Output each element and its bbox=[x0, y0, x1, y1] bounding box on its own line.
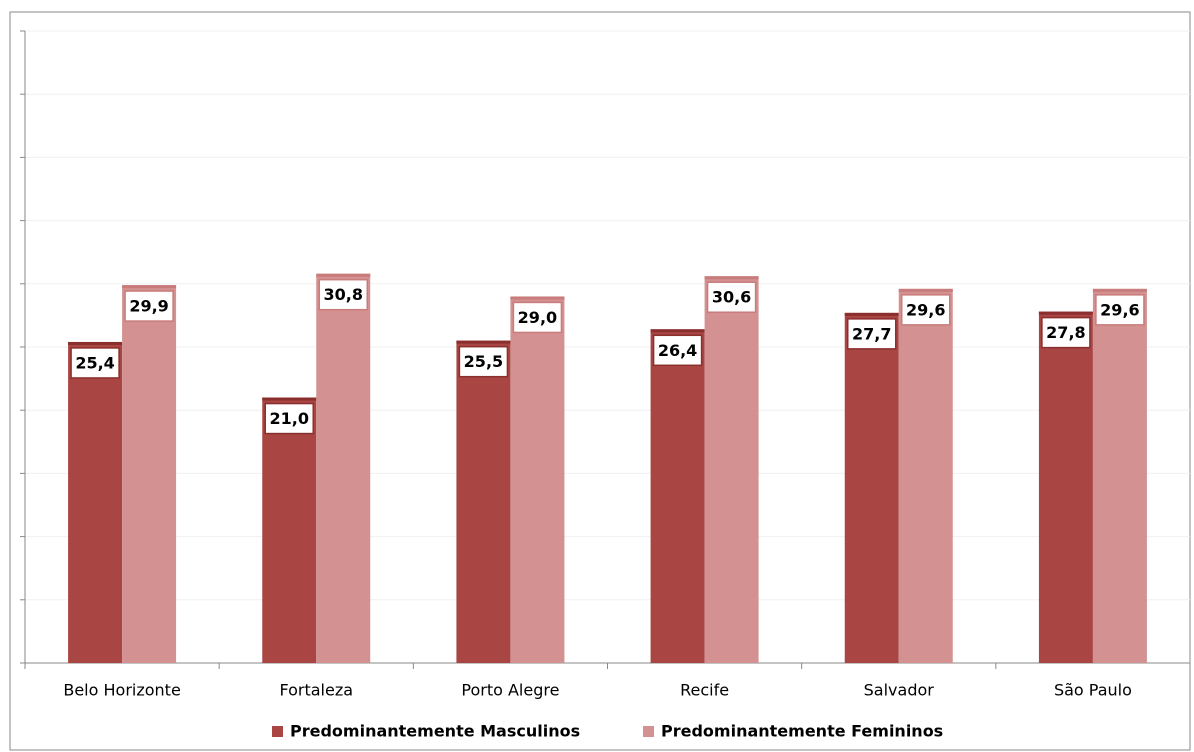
bar bbox=[898, 288, 953, 663]
value-label-box bbox=[1041, 316, 1091, 349]
value-label: 29,6 bbox=[1100, 300, 1139, 319]
value-label: 27,8 bbox=[1046, 323, 1085, 342]
value-label: 27,7 bbox=[852, 324, 891, 343]
value-label-box bbox=[1095, 294, 1145, 326]
bar bbox=[68, 341, 123, 663]
value-label-box bbox=[901, 294, 951, 326]
legend-swatch bbox=[643, 726, 654, 737]
value-label-box bbox=[318, 278, 368, 311]
value-label-box bbox=[847, 318, 897, 350]
x-tick-label: Recife bbox=[680, 681, 729, 700]
value-label-box bbox=[70, 347, 120, 379]
x-tick-label: São Paulo bbox=[1054, 681, 1132, 700]
value-label: 29,6 bbox=[906, 300, 945, 319]
value-label: 29,0 bbox=[518, 308, 557, 327]
x-tick-label: Salvador bbox=[864, 681, 935, 700]
legend-label: Predominantemente Femininos bbox=[661, 722, 943, 741]
bar bbox=[456, 340, 511, 663]
legend-label: Predominantemente Masculinos bbox=[290, 722, 580, 741]
bar bbox=[262, 397, 317, 663]
value-label-box bbox=[458, 345, 509, 378]
bar bbox=[1092, 288, 1147, 663]
bar bbox=[510, 296, 565, 663]
value-label: 30,8 bbox=[324, 285, 363, 304]
value-label: 25,4 bbox=[75, 353, 114, 372]
value-label-box bbox=[264, 402, 314, 435]
legend-swatch bbox=[272, 726, 283, 737]
value-label: 30,6 bbox=[712, 288, 751, 307]
value-label-box bbox=[124, 290, 174, 322]
value-label-box bbox=[652, 334, 703, 367]
x-tick-label: Porto Alegre bbox=[461, 681, 559, 700]
bar bbox=[316, 273, 371, 663]
value-label-box bbox=[512, 301, 563, 334]
value-label: 25,5 bbox=[464, 352, 503, 371]
bar bbox=[704, 276, 759, 663]
bar bbox=[122, 285, 177, 663]
value-label: 29,9 bbox=[129, 297, 168, 316]
value-label-box bbox=[706, 281, 757, 313]
bar bbox=[650, 329, 705, 663]
bar bbox=[1038, 311, 1093, 663]
x-tick-label: Fortaleza bbox=[279, 681, 353, 700]
bar bbox=[844, 312, 899, 663]
value-label: 21,0 bbox=[270, 409, 309, 428]
x-tick-label: Belo Horizonte bbox=[63, 681, 180, 700]
value-label: 26,4 bbox=[658, 341, 697, 360]
chart-frame bbox=[9, 11, 1191, 751]
